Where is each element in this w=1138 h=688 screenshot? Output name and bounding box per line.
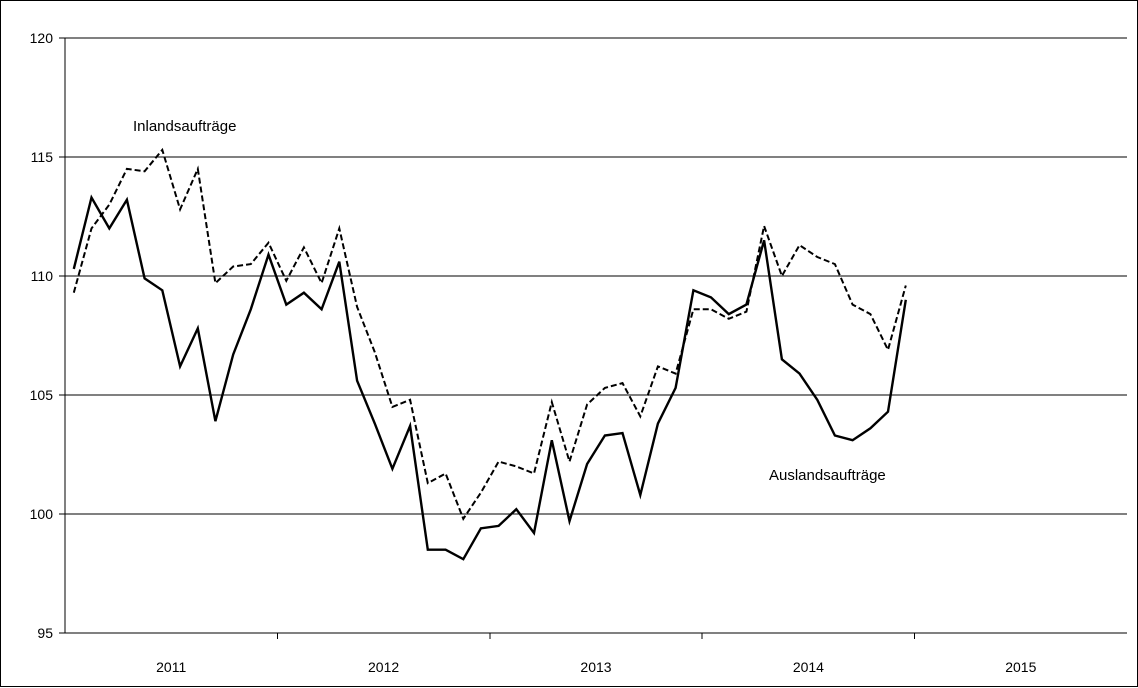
y-tick-label: 120 — [30, 30, 54, 46]
x-tick-label-2015: 2015 — [1005, 659, 1036, 675]
annotation-auslandsauftraege: Auslandsaufträge — [769, 467, 886, 484]
annotation-inlandsauftraege: Inlandsaufträge — [133, 118, 236, 135]
series-line-auslandsauftraege — [72, 194, 907, 561]
label-layer: Inlandsaufträge Auslandsaufträge 95 100 10… — [30, 30, 1037, 675]
y-tick-label: 105 — [30, 387, 54, 403]
x-tick-label-2011: 2011 — [156, 659, 186, 675]
x-tick-label-2014: 2014 — [793, 659, 824, 675]
y-tick-label: 110 — [31, 268, 54, 284]
axis-layer — [59, 37, 916, 639]
y-tick-label: 100 — [30, 506, 54, 522]
x-tick-label-2012: 2012 — [368, 659, 399, 675]
x-tick-label-2013: 2013 — [580, 659, 611, 675]
y-tick-label: 115 — [31, 149, 54, 165]
series-layer — [72, 147, 907, 561]
y-tick-label: 95 — [37, 625, 53, 641]
